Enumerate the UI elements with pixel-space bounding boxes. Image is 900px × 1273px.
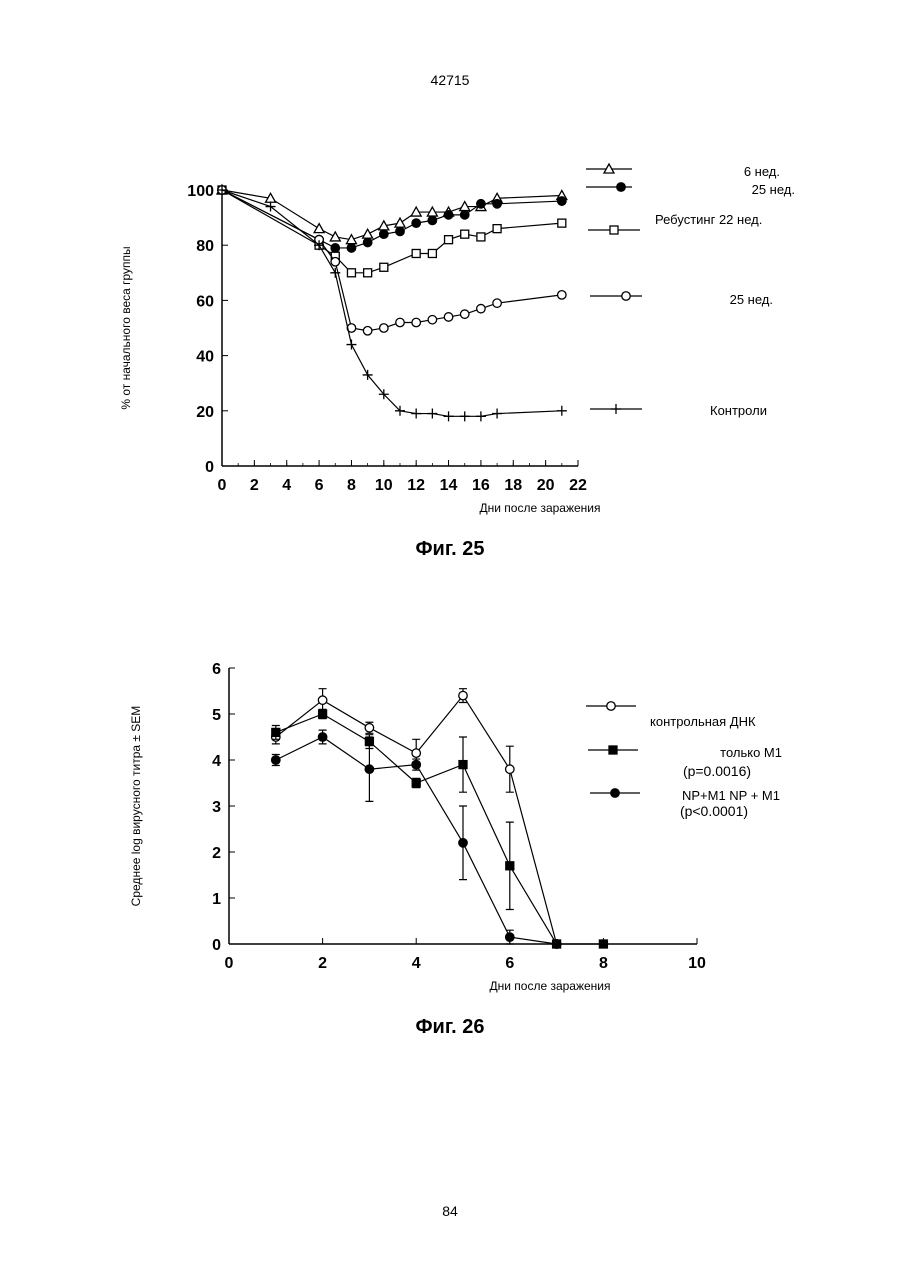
legend-note-2: (p=0.0016)	[683, 763, 751, 779]
y-tick-label: 6	[212, 661, 221, 678]
legend-marker-3	[611, 789, 620, 798]
y-tick-label: 5	[212, 707, 221, 724]
page-number-footer: 84	[0, 1203, 900, 1219]
series-1-point	[506, 765, 515, 774]
x-axis-label: Дни после заражения	[489, 979, 610, 993]
series-3-point	[459, 839, 468, 848]
x-tick-label: 0	[225, 955, 234, 972]
y-tick-label: 4	[212, 753, 221, 770]
series-2-point	[506, 862, 514, 870]
series-1-point	[365, 724, 374, 733]
series-2-point	[459, 761, 467, 769]
figure-26-caption: Фиг. 26	[0, 1016, 900, 1039]
series-2-point	[319, 710, 327, 718]
series-line-1	[276, 696, 557, 944]
legend-label-2: только М1	[720, 745, 782, 760]
legend-label-1: контрольная ДНК	[650, 714, 756, 729]
legend-note-3: (p<0.0001)	[680, 803, 748, 819]
y-tick-label: 3	[212, 799, 221, 816]
y-axis-label: Среднее log вирусного титра ± SEM	[129, 706, 143, 907]
x-tick-label: 10	[688, 955, 706, 972]
series-1-point	[318, 696, 327, 705]
series-3-point	[318, 733, 327, 742]
x-tick-label: 2	[318, 955, 327, 972]
series-3-point	[506, 933, 515, 942]
series-3-point	[272, 756, 281, 765]
series-3-point	[412, 760, 421, 769]
series-2-point	[272, 728, 280, 736]
x-tick-label: 4	[412, 955, 421, 972]
y-tick-label: 1	[212, 891, 221, 908]
legend-marker-1	[607, 702, 616, 711]
figure-26-chart: 0 2 4 6 8 10 0 1 2 3 4 5 6 Дни после заражения Среднее…	[0, 0, 900, 1010]
series-1-point	[412, 749, 421, 758]
y-tick-label: 2	[212, 845, 221, 862]
y-tick-label: 0	[212, 937, 221, 954]
series-3-point	[552, 940, 561, 949]
legend-marker-2	[609, 746, 617, 754]
series-2-point	[599, 940, 607, 948]
series-2-point	[412, 779, 420, 787]
x-tick-label: 6	[505, 955, 514, 972]
series-3-point	[365, 765, 374, 774]
series-line-2	[276, 714, 604, 944]
legend-label-3: NP+M1 NP + M1	[682, 788, 780, 803]
x-tick-label: 8	[599, 955, 608, 972]
series-1-point	[459, 691, 468, 700]
